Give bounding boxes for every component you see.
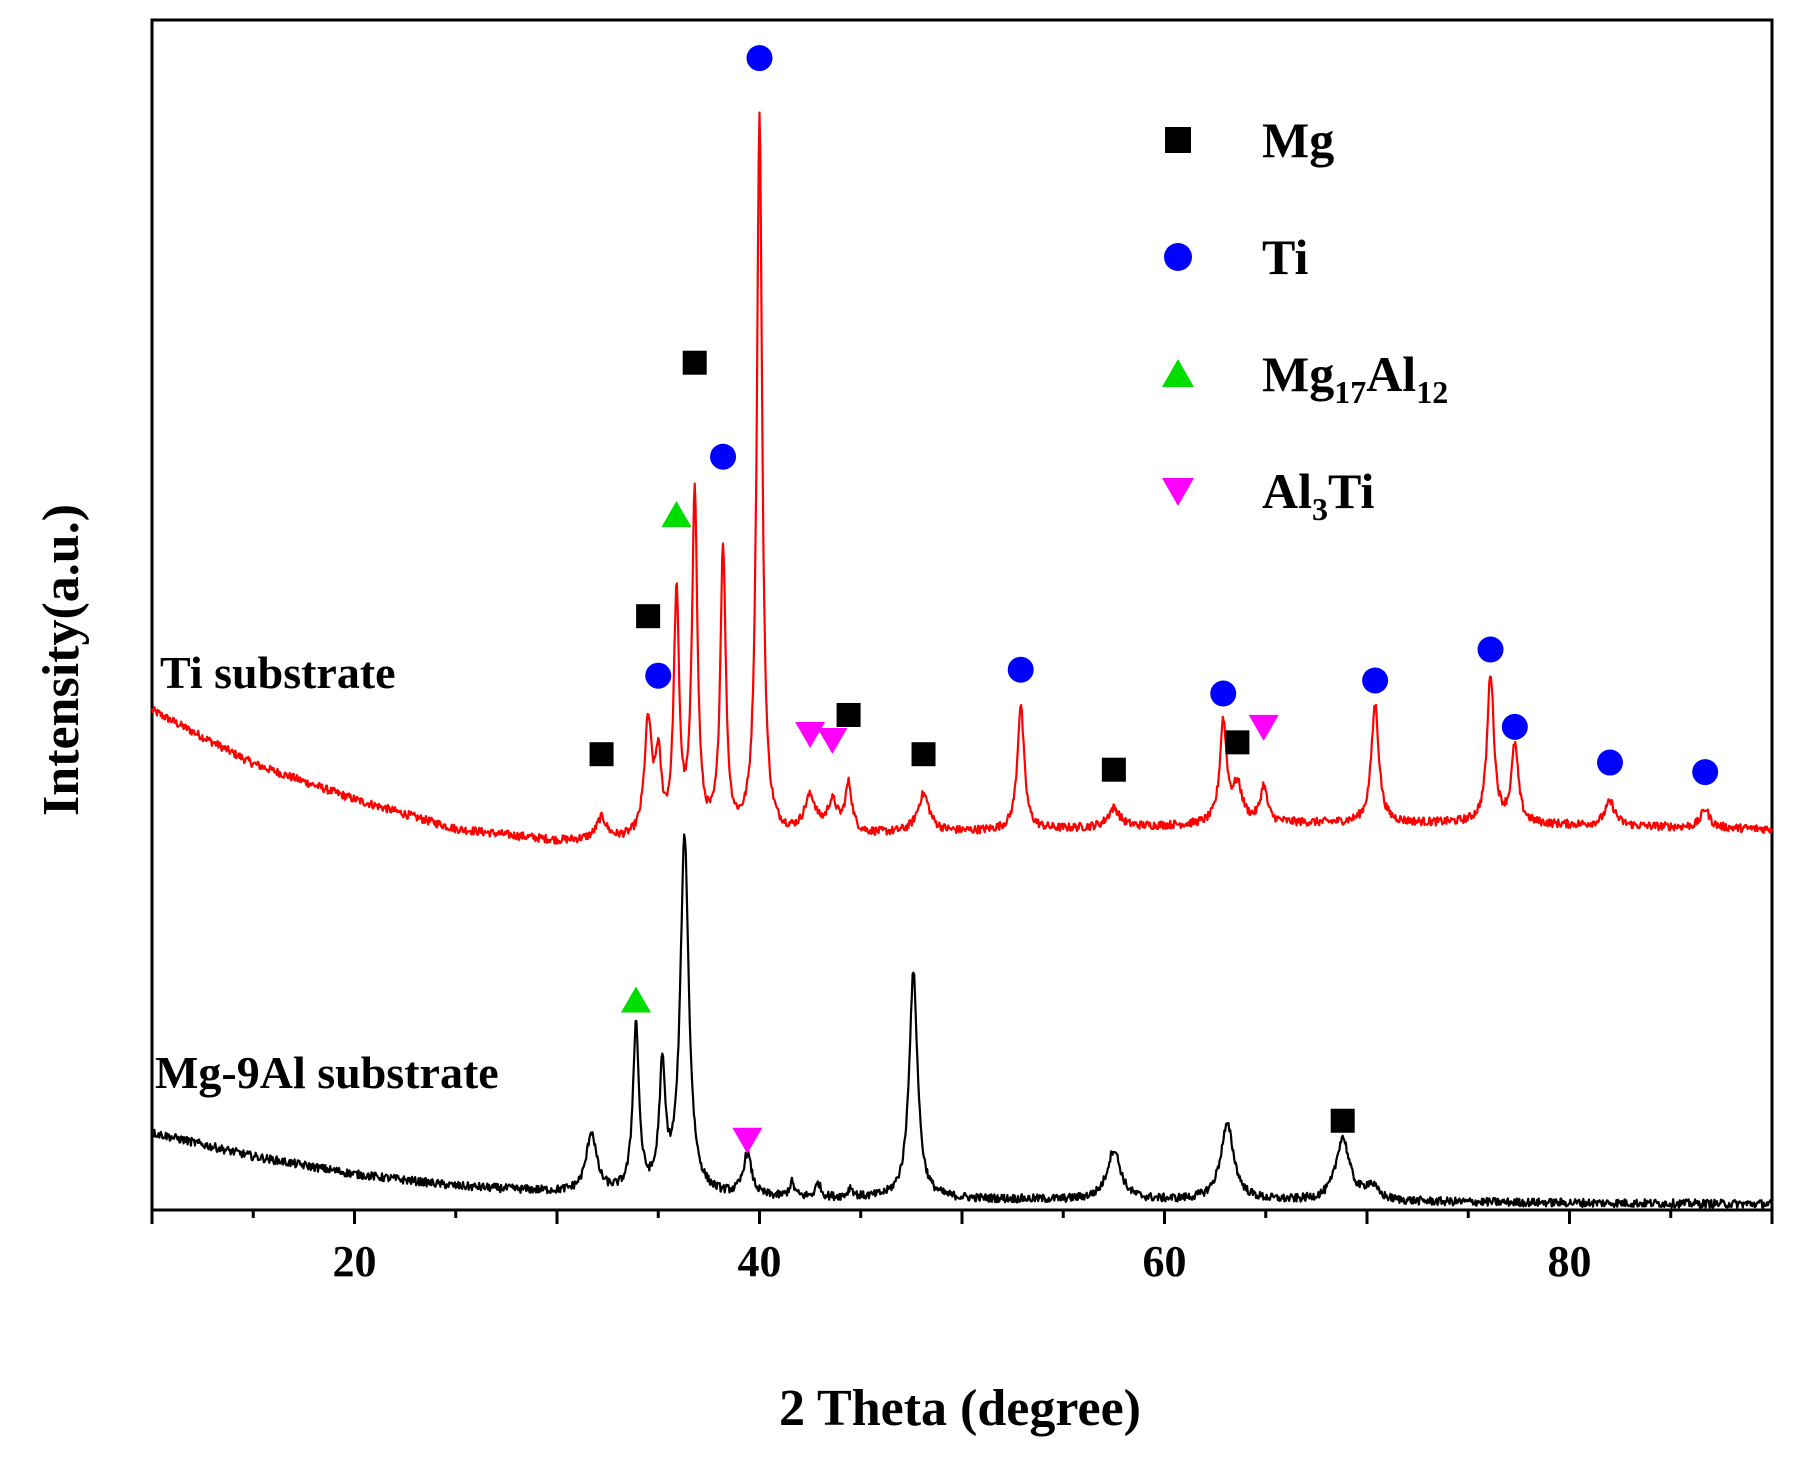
x-axis-title: 2 Theta (degree) — [779, 1380, 1141, 1437]
phase-marker-mg — [1330, 1108, 1355, 1133]
legend-marker-al3ti — [1162, 478, 1194, 506]
phase-marker-mg — [682, 350, 707, 375]
legend-marker-ti — [1164, 243, 1192, 271]
x-tick-label: 60 — [1143, 1237, 1187, 1286]
phase-marker-ti — [1210, 680, 1237, 707]
legend-label-al3ti: Al3Ti — [1262, 463, 1374, 527]
phase-marker-mg — [636, 604, 661, 629]
x-tick-label: 40 — [738, 1237, 782, 1286]
phase-marker-ti — [1692, 759, 1719, 786]
series-line-ti-substrate — [150, 111, 1774, 845]
phase-marker-ti — [710, 443, 737, 470]
y-axis-title: Intensity(a.u.) — [33, 504, 90, 816]
phase-marker-ti — [1597, 749, 1623, 776]
x-tick-label: 20 — [333, 1237, 377, 1286]
phase-marker-ti — [1477, 636, 1504, 663]
phase-marker-mg17al12 — [620, 986, 651, 1013]
phase-marker-mg — [589, 742, 614, 767]
phase-marker-al3ti — [817, 727, 848, 754]
phase-marker-al3ti — [795, 722, 826, 748]
phase-marker-ti — [1007, 656, 1034, 683]
phase-marker-al3ti — [1248, 714, 1279, 741]
phase-marker-mg — [911, 742, 936, 767]
phase-marker-ti — [1501, 713, 1528, 740]
phase-marker-mg — [836, 702, 861, 727]
phase-marker-mg17al12 — [661, 501, 692, 528]
legend-label-mg17al12: Mg17Al12 — [1262, 346, 1448, 410]
legend-marker-mg — [1165, 127, 1191, 153]
legend-label-ti: Ti — [1262, 229, 1308, 285]
phase-marker-al3ti — [732, 1127, 763, 1154]
series-line-mg9al-substrate — [151, 833, 1774, 1210]
phase-marker-ti — [645, 662, 672, 689]
phase-marker-ti — [1362, 667, 1389, 694]
phase-marker-ti — [746, 45, 773, 72]
legend-marker-mg17al12 — [1162, 359, 1194, 387]
x-tick-label: 80 — [1548, 1237, 1592, 1286]
series-label-mg9al-substrate: Mg-9Al substrate — [155, 1047, 499, 1098]
plot-frame — [150, 18, 1774, 1212]
phase-marker-mg — [1101, 757, 1126, 782]
phase-marker-mg — [1225, 730, 1250, 755]
legend-label-mg: Mg — [1262, 112, 1334, 168]
series-label-ti-substrate: Ti substrate — [160, 647, 396, 698]
